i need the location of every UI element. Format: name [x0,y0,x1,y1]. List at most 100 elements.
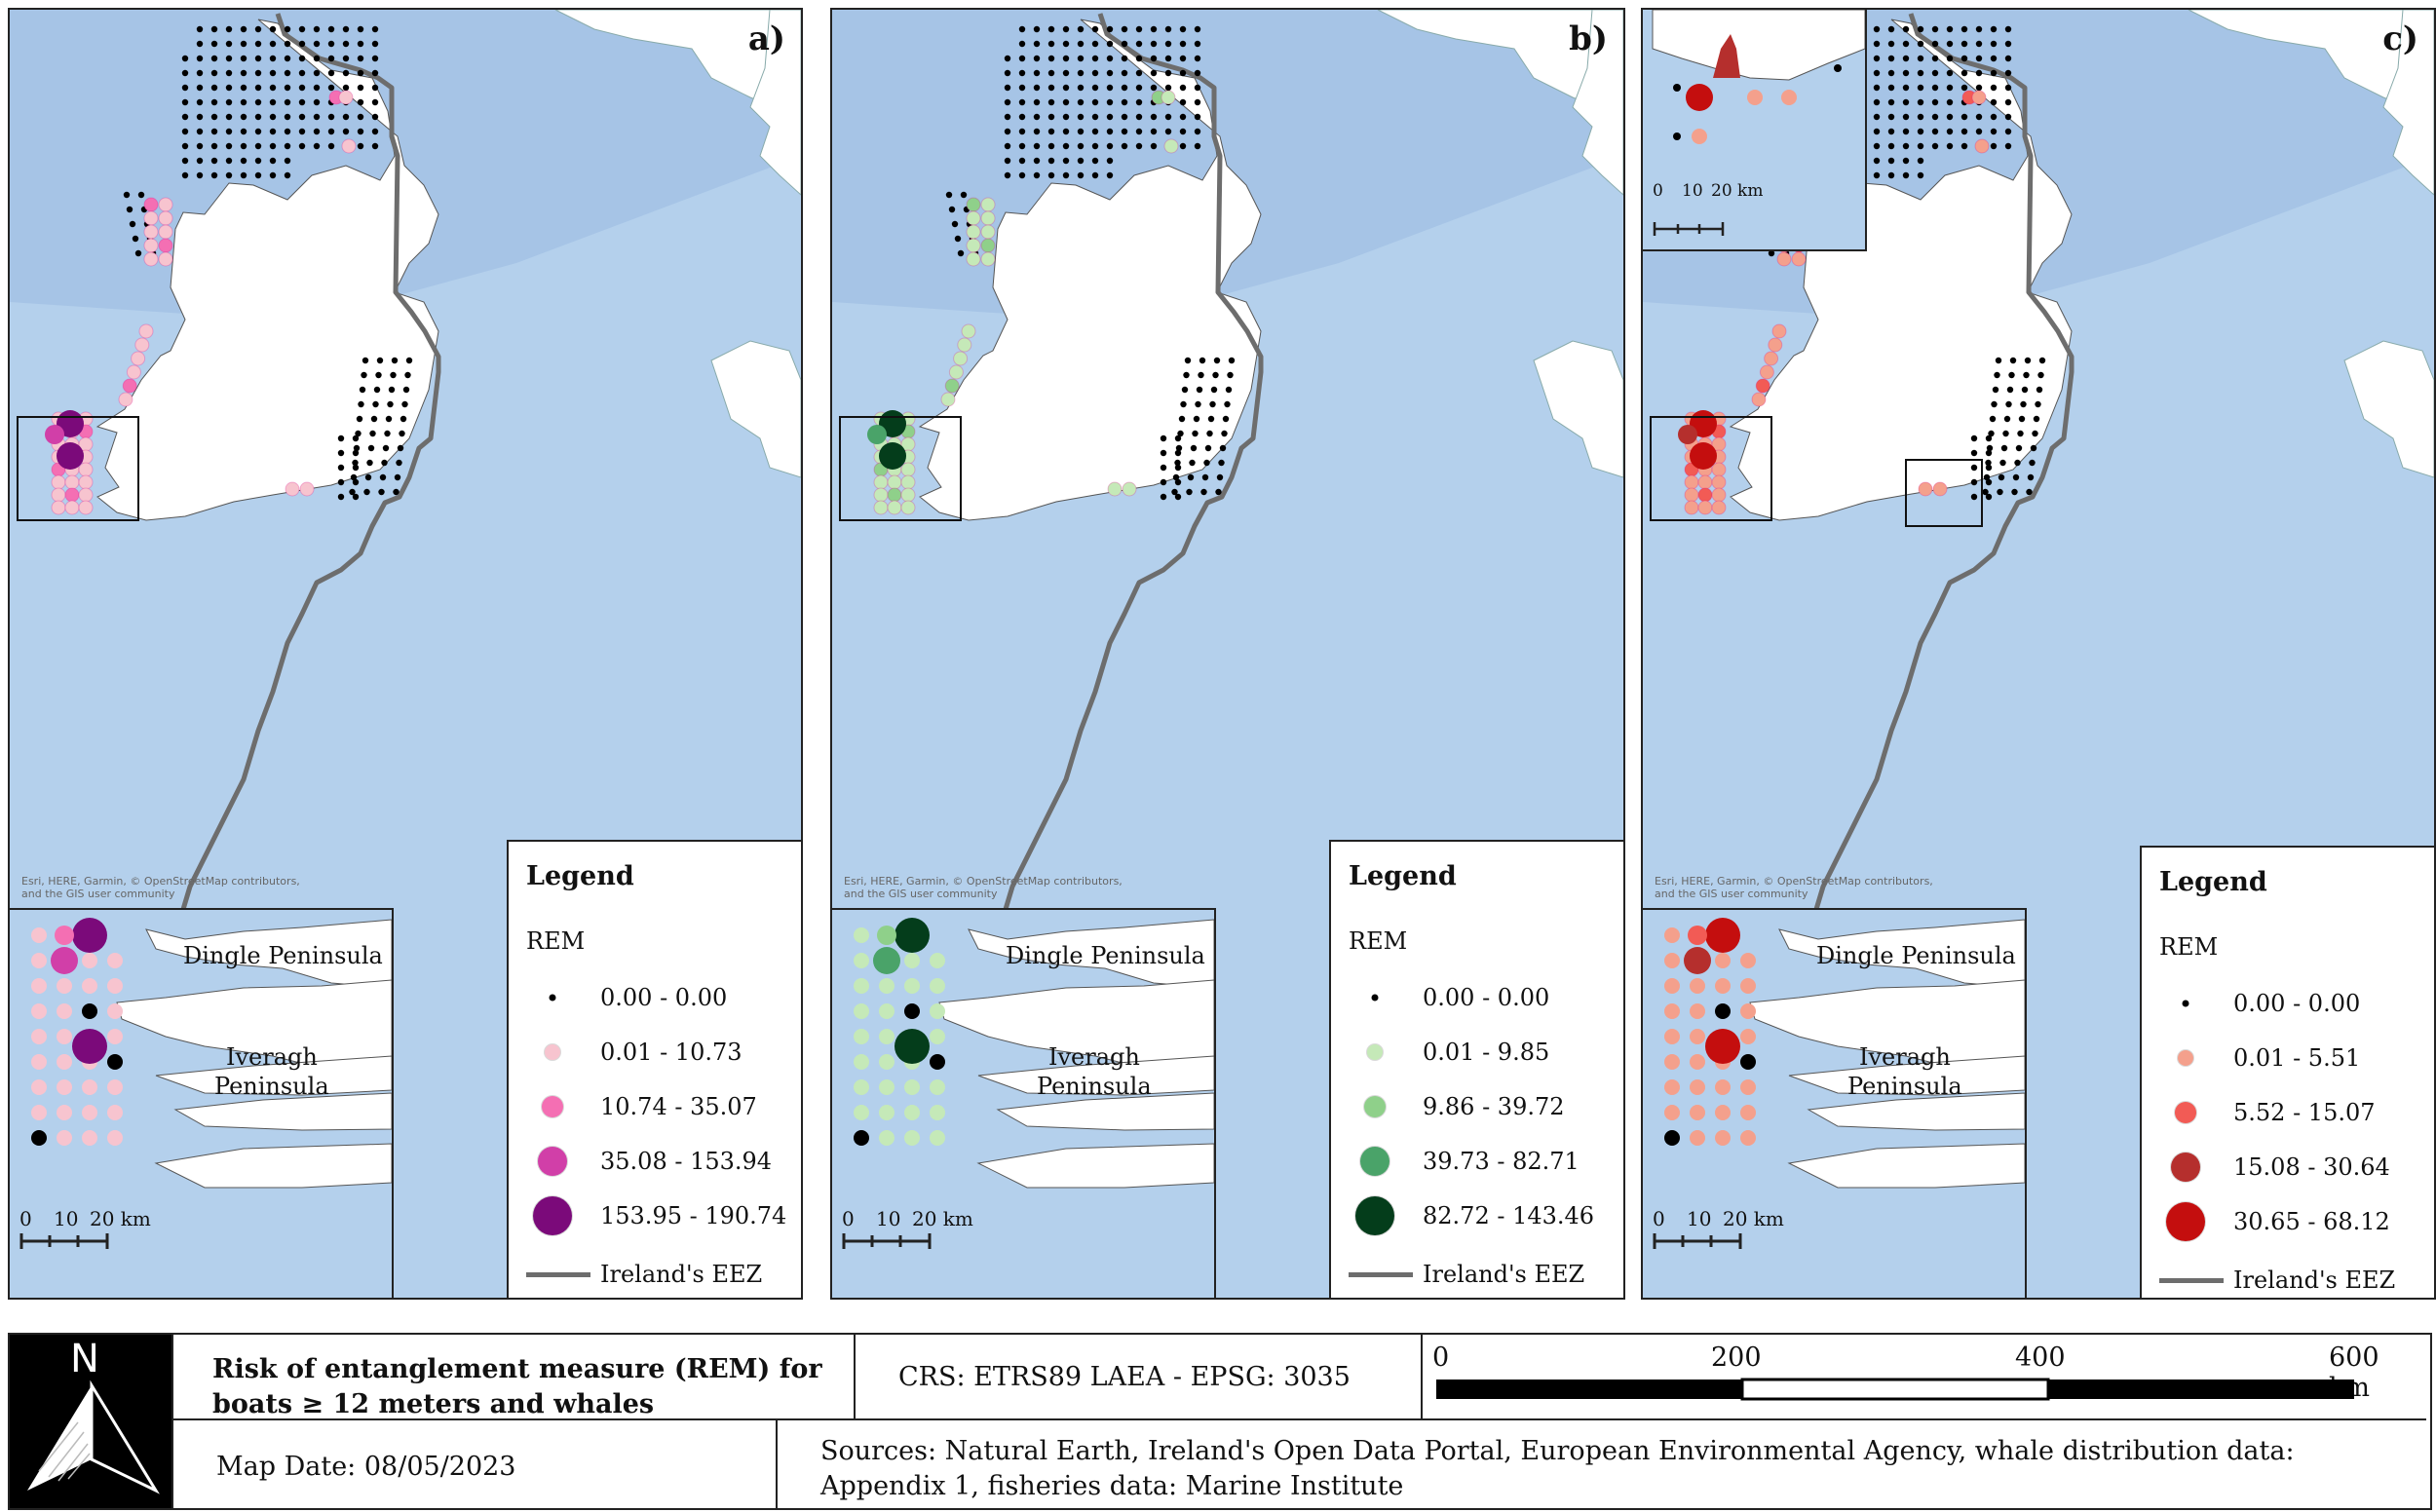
fishing-cell-marker [1946,25,1954,33]
eez-line-symbol [526,1272,590,1277]
rem-cell-marker [854,1079,869,1095]
fishing-cell-marker [1184,357,1192,364]
rem-cell-marker [51,487,66,503]
fishing-cell-marker [1873,113,1881,121]
fishing-cell-marker [1150,142,1158,150]
rem-cell-marker [31,1130,47,1146]
fishing-cell-marker [254,98,262,106]
sources-cell: Sources: Natural Earth, Ireland's Open D… [778,1420,2426,1508]
fishing-cell-marker [1062,40,1070,48]
rem-cell-marker [78,474,94,490]
legend-item: 0.01 - 10.73 [509,1033,801,1072]
rem-cell-marker [894,1029,930,1064]
fishing-cell-marker [396,459,402,467]
fishing-cell-marker [1194,98,1201,106]
fishing-cell-marker [327,128,335,135]
fishing-cell-marker [1960,142,1968,150]
fishing-cell-marker [2027,473,2035,481]
legend-symbol [1364,1096,1386,1117]
peninsula-landmass [996,1092,1214,1131]
fishing-cell-marker [1902,55,1910,62]
fishing-cell-marker [298,69,306,77]
fishing-cell-marker [210,113,218,121]
fishing-cell-marker [2008,371,2015,379]
fishing-cell-marker [1917,40,1924,48]
fishing-cell-marker [379,473,387,481]
fishing-cell-marker [1946,128,1954,135]
rem-cell-marker [1764,351,1779,366]
rem-cell-marker [1161,90,1176,105]
legend-symbol [1367,1044,1383,1060]
rem-cell-marker [1974,138,1990,154]
legend-title: Legend [526,861,634,891]
fishing-cell-marker [1179,40,1187,48]
fishing-cell-marker [1062,142,1070,150]
fishing-cell-marker [1975,55,1983,62]
legend-symbol [2178,1050,2193,1066]
rem-cell-marker [887,474,902,490]
fishing-cell-marker [2037,371,2044,379]
scale-label-20: 20 km [90,1207,151,1230]
fishing-cell-marker [269,25,277,33]
fishing-cell-marker [284,98,291,106]
rem-cell-marker [980,224,996,240]
fishing-cell-marker [1887,84,1895,92]
fishing-cell-marker [371,69,379,77]
fishing-cell-marker [2030,444,2037,452]
fishing-cell-marker [1931,113,1939,121]
fishing-cell-marker [1047,171,1055,179]
fishing-cell-marker [298,98,306,106]
fishing-cell-marker [1917,25,1924,33]
rem-cell-marker [107,1079,123,1095]
fishing-cell-marker [1164,84,1172,92]
iveragh-label: Iveragh [226,1043,318,1071]
fishing-cell-marker [1199,357,1206,364]
fishing-cell-marker [1121,40,1128,48]
fishing-cell-marker [269,128,277,135]
fishing-cell-marker [371,40,379,48]
rem-cell-marker [1705,1029,1740,1064]
fishing-cell-marker [210,55,218,62]
fishing-cell-marker [1150,25,1158,33]
fishing-cell-marker [1077,40,1085,48]
fishing-cell-marker [1985,493,1993,501]
fishing-cell-marker [1091,98,1099,106]
fishing-cell-marker [1033,69,1041,77]
fishing-cell-marker [225,84,233,92]
ireland-landmass [918,19,1262,521]
fishing-cell-marker [1091,84,1099,92]
scale-label-0: 0 [1653,181,1663,201]
fishing-cell-marker [1033,40,1041,48]
fishing-cell-marker [284,171,291,179]
fishing-cell-marker [1873,157,1881,165]
fishing-cell-marker [1062,84,1070,92]
fishing-cell-marker [1970,493,1978,501]
fishing-cell-marker [1917,128,1924,135]
fishing-cell-marker [1164,55,1172,62]
fishing-cell-marker [313,25,321,33]
legend-symbol [2166,1202,2205,1241]
rem-cell-marker [1664,953,1680,968]
rem-cell-marker [31,978,47,994]
rem-cell-marker [854,1105,869,1120]
fishing-cell-marker [1164,128,1172,135]
fishing-cell-marker [1991,400,1998,408]
fishing-cell-marker [269,113,277,121]
fishing-cell-marker [1135,40,1143,48]
fishing-cell-marker [1215,488,1222,496]
fishing-cell-marker [1091,55,1099,62]
rem-cell-marker [1690,442,1717,470]
rem-cell-marker [1684,474,1699,490]
fishing-cell-marker [394,473,401,481]
fishing-cell-marker [337,435,345,442]
basemap-attribution: Esri, HERE, Garmin, © OpenStreetMap cont… [844,875,1123,900]
fishing-cell-marker [1018,40,1026,48]
map-date: Map Date: 08/05/2023 [216,1452,516,1482]
fishing-cell-marker [2015,444,2023,452]
rem-cell-marker [1740,1130,1756,1146]
rem-cell-marker [78,462,94,477]
fishing-cell-marker [1106,25,1114,33]
rem-cell-marker [122,378,137,394]
legend-item: 5.52 - 15.07 [2142,1093,2434,1132]
fishing-cell-marker [284,113,291,121]
